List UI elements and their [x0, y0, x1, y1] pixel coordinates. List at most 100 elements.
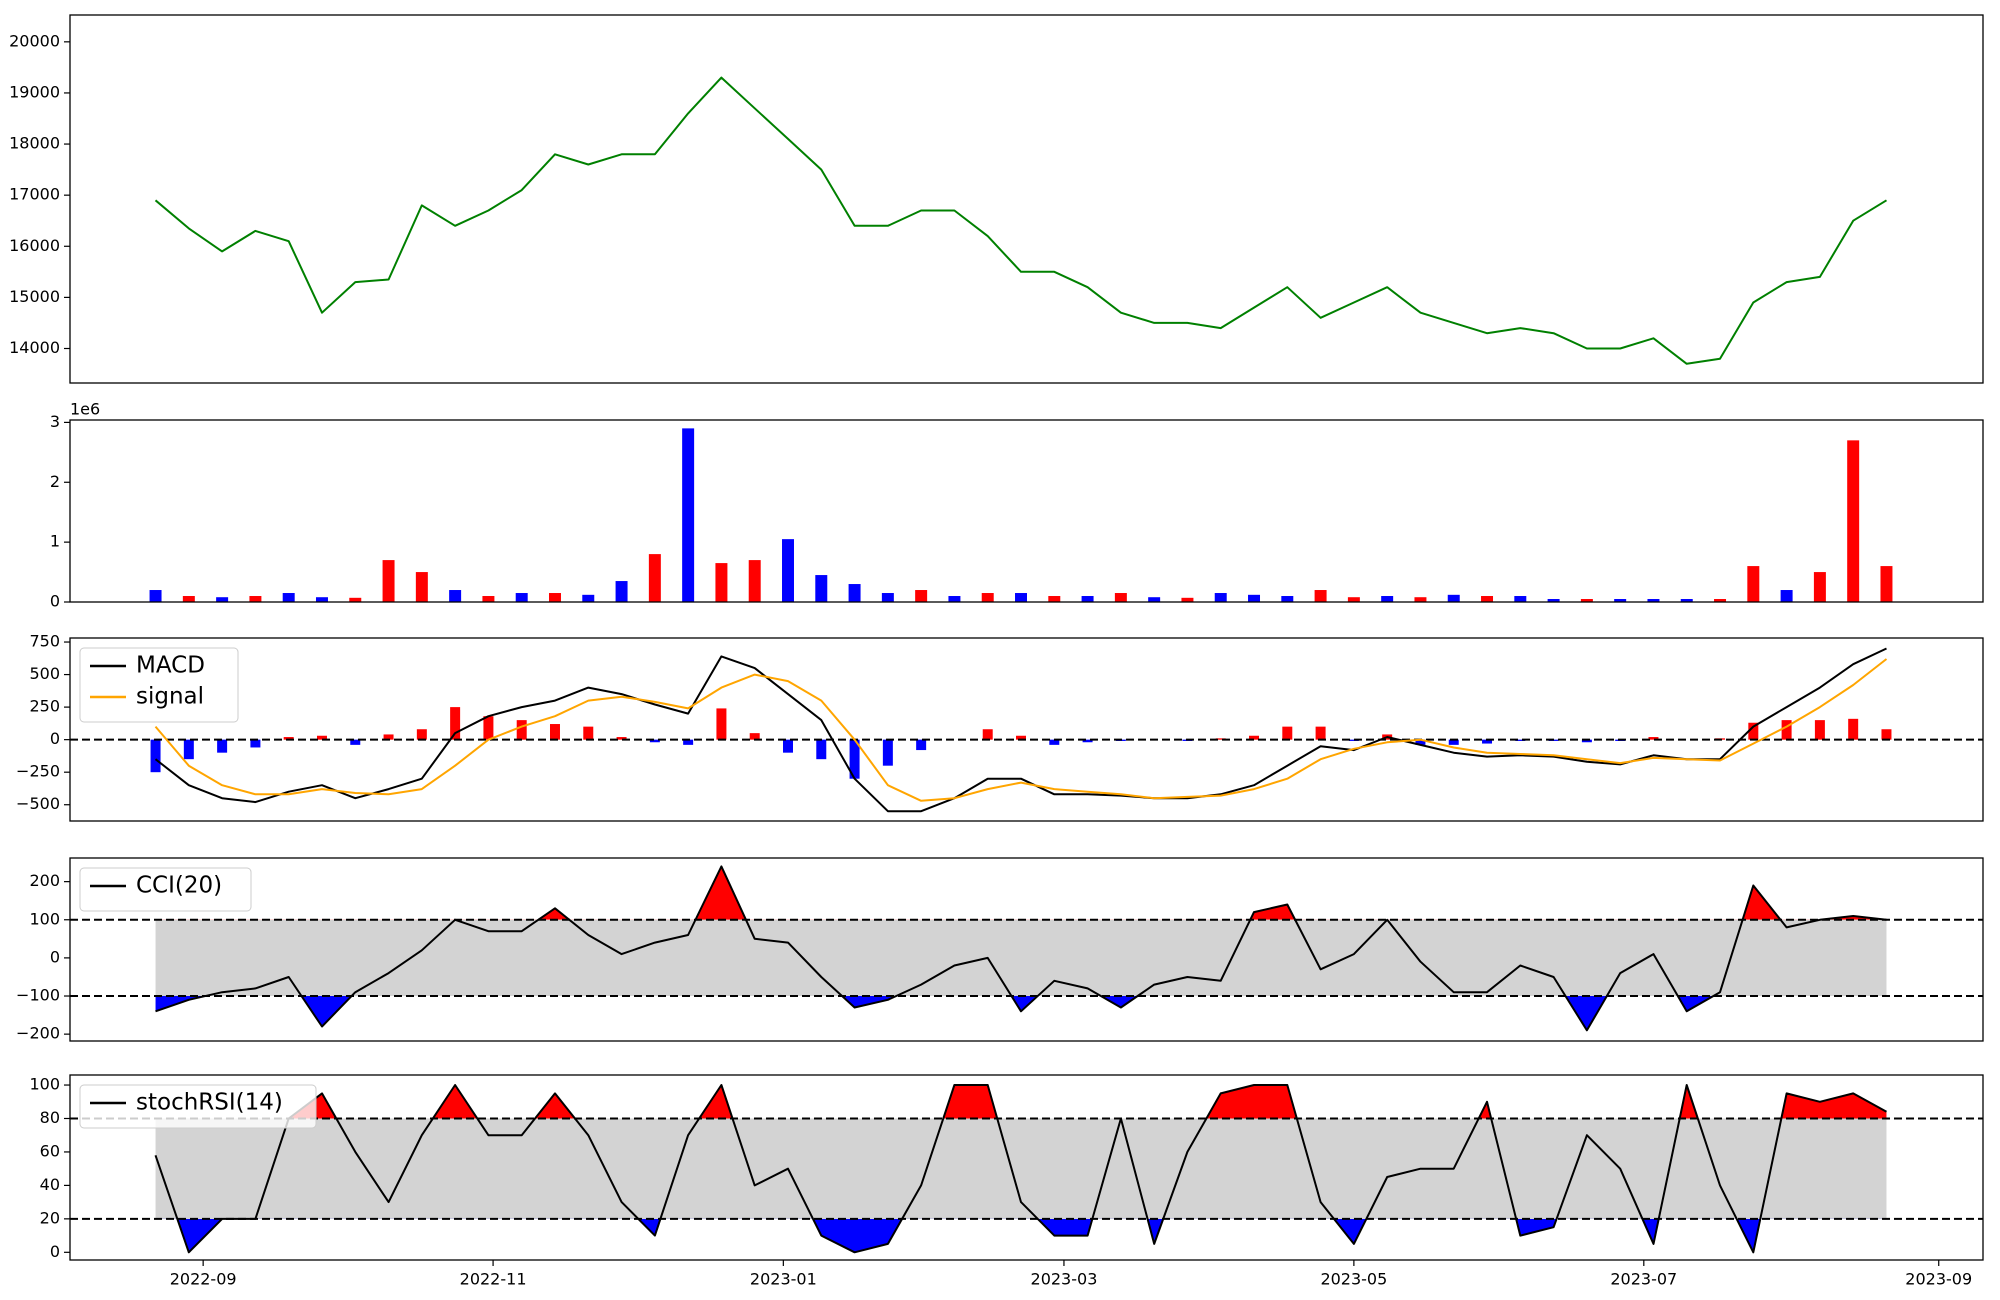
histogram-bar — [1881, 729, 1892, 740]
volume-bar — [815, 575, 828, 602]
volume-bar — [682, 428, 695, 602]
y-tick-label: 14000 — [9, 338, 60, 357]
y-tick-label: 16000 — [9, 236, 60, 255]
volume-bar — [1514, 596, 1527, 602]
y-tick-label: −500 — [16, 794, 60, 813]
histogram-bar — [1448, 739, 1459, 745]
volume-bar — [548, 593, 561, 602]
volume-bar — [615, 581, 628, 602]
panel-frame — [69, 14, 1984, 384]
volume-bar — [981, 593, 994, 602]
y-tick-label: 200 — [29, 871, 60, 890]
y-tick-label: 2 — [50, 472, 60, 491]
volume-bar — [1847, 440, 1860, 602]
histogram-bar — [649, 739, 660, 743]
volume-bar — [1381, 596, 1394, 602]
overbought-fill — [538, 866, 1887, 920]
histogram-bar — [1848, 718, 1859, 740]
y-tick-label: 1 — [50, 532, 60, 551]
histogram-bar — [1748, 722, 1759, 740]
volume-bar — [1281, 596, 1294, 602]
histogram-bar — [183, 739, 194, 760]
histogram-bar — [250, 739, 261, 748]
y-tick-label: 0 — [50, 592, 60, 611]
neutral-band — [155, 1118, 1887, 1219]
volume-bar — [1680, 599, 1693, 602]
y-tick-label: 0 — [50, 729, 60, 748]
volume-bar — [482, 596, 495, 602]
data-line — [154, 76, 1888, 365]
volume-bar — [1048, 596, 1061, 602]
volume-bar — [1114, 593, 1127, 602]
volume-bar — [1547, 599, 1560, 602]
y-tick-label: 20 — [40, 1208, 60, 1227]
axis-offset-text: 1e6 — [70, 400, 100, 419]
histogram-bar — [217, 739, 228, 753]
volume-bar — [582, 594, 595, 602]
legend-label: signal — [136, 684, 204, 710]
volume-bar — [382, 560, 395, 602]
oversold-fill — [155, 996, 1887, 1031]
volume-bar — [1481, 596, 1494, 602]
volume-bar — [1181, 597, 1194, 602]
y-tick-label: 500 — [29, 664, 60, 683]
volume-bar — [1214, 593, 1227, 602]
volume-bar — [915, 590, 928, 602]
histogram-bar — [982, 729, 993, 740]
histogram-bar — [783, 739, 793, 753]
x-tick-label: 2023-05 — [1320, 1270, 1387, 1289]
histogram-bar — [350, 739, 361, 745]
volume-bar — [1414, 597, 1427, 602]
x-tick-label: 2023-01 — [750, 1270, 817, 1289]
histogram-bar — [1348, 739, 1359, 741]
volume-bar — [1647, 599, 1660, 602]
volume-bar — [415, 572, 428, 602]
histogram-bar — [749, 733, 760, 740]
volume-bar — [282, 593, 295, 602]
histogram-bar — [716, 708, 727, 740]
histogram-bar — [316, 735, 327, 740]
volume-bar — [1880, 566, 1893, 602]
y-tick-label: 17000 — [9, 185, 60, 204]
histogram-bar — [1515, 739, 1526, 741]
neutral-band — [155, 919, 1887, 997]
y-tick-label: 19000 — [9, 82, 60, 101]
volume-bar — [1614, 599, 1627, 602]
volume-bar — [1015, 593, 1027, 602]
data-line — [154, 1084, 1887, 1254]
legend-box — [79, 1084, 317, 1129]
volume-bar — [515, 593, 528, 602]
panel-frame — [69, 1074, 1984, 1261]
y-tick-label: 18000 — [9, 134, 60, 153]
histogram-bar — [416, 729, 427, 740]
x-tick-label: 2022-09 — [170, 1270, 237, 1289]
histogram-bar — [1249, 735, 1260, 740]
volume-bar — [182, 596, 195, 602]
overbought-fill — [288, 1085, 1887, 1119]
data-line — [155, 865, 1887, 1032]
histogram-bar — [383, 734, 394, 740]
y-tick-label: 0 — [50, 1242, 60, 1261]
panel-frame — [69, 637, 1984, 822]
volume-bar — [1314, 590, 1327, 602]
x-tick-label: 2023-03 — [1031, 1270, 1098, 1289]
histogram-bar — [549, 724, 560, 740]
volume-bar — [782, 539, 794, 602]
y-tick-label: 750 — [29, 632, 60, 651]
histogram-bar — [516, 720, 527, 740]
histogram-bar — [1282, 726, 1293, 740]
volume-bar — [1447, 594, 1460, 602]
data-line — [154, 658, 1888, 802]
volume-bar — [1580, 599, 1593, 602]
y-tick-label: 100 — [29, 909, 60, 928]
histogram-bar — [816, 739, 827, 760]
volume-bar — [1747, 566, 1760, 602]
y-tick-label: 15000 — [9, 287, 60, 306]
volume-bar — [449, 590, 462, 602]
volume-bar — [648, 554, 661, 602]
histogram-bar — [916, 739, 927, 751]
histogram-bar — [1482, 739, 1493, 744]
histogram-bar — [1415, 739, 1426, 745]
histogram-bar — [1016, 735, 1027, 740]
panel-frame — [69, 857, 1984, 1042]
